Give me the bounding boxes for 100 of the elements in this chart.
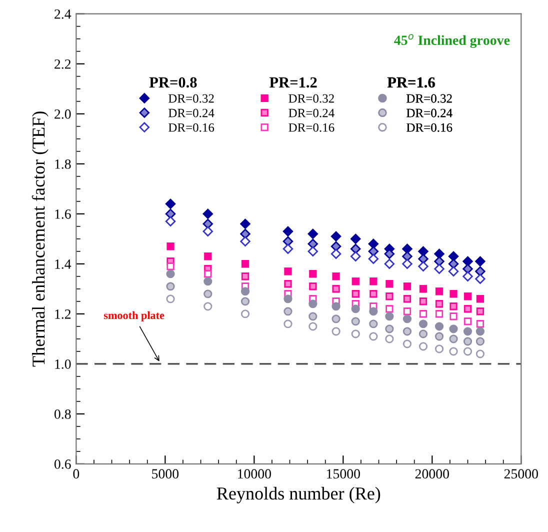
point <box>308 246 318 256</box>
point <box>450 290 458 298</box>
point <box>463 337 472 346</box>
point <box>418 246 428 256</box>
y-tick-label: 2.2 <box>54 59 71 69</box>
y-tick-label: 1.0 <box>55 359 71 369</box>
point <box>475 274 486 284</box>
y-tick-label: 1.2 <box>55 310 71 319</box>
point <box>385 324 394 334</box>
point <box>385 312 394 321</box>
point <box>240 287 250 296</box>
point <box>418 342 428 351</box>
point <box>332 327 340 336</box>
point <box>449 324 458 334</box>
point <box>332 302 340 311</box>
point <box>284 280 292 288</box>
x-tick-label: 25000 <box>504 469 538 479</box>
point <box>350 244 361 254</box>
point <box>419 285 428 293</box>
point <box>369 307 378 316</box>
legend-label: DR=0.24 <box>288 108 334 118</box>
point <box>403 282 412 290</box>
point <box>330 231 342 242</box>
point <box>475 266 486 276</box>
x-tick-label: 5000 <box>152 469 179 479</box>
point <box>418 261 428 272</box>
point <box>463 327 472 336</box>
point <box>434 264 444 274</box>
ref-line-label: smooth plate <box>104 311 164 322</box>
x-tick-label: 0 <box>73 469 80 479</box>
point <box>204 302 212 311</box>
point <box>403 295 412 303</box>
point <box>464 292 472 300</box>
legend-label: DR=0.24 <box>168 108 214 118</box>
x-axis-title: Reynolds number (Re) <box>216 486 380 504</box>
legend-label: DR=0.16 <box>406 123 452 132</box>
point <box>166 294 175 304</box>
point <box>204 277 212 286</box>
legend-label: DR=0.32 <box>168 94 214 103</box>
point <box>330 248 342 259</box>
point <box>448 266 459 276</box>
legend-label: DR=0.32 <box>406 94 452 103</box>
legend-label: DR=0.24 <box>406 108 452 118</box>
point <box>462 264 473 274</box>
point <box>434 322 444 331</box>
point <box>370 290 378 298</box>
point <box>435 288 444 296</box>
point <box>462 256 473 266</box>
legend-label: DR=0.16 <box>288 123 334 132</box>
point <box>402 340 412 348</box>
point <box>434 332 444 341</box>
y-tick-label: 1.4 <box>55 260 72 269</box>
point <box>166 282 175 291</box>
point <box>204 270 212 278</box>
point <box>418 254 428 264</box>
point <box>330 241 342 252</box>
point <box>448 251 459 262</box>
point <box>350 234 361 244</box>
point <box>241 272 250 280</box>
point <box>449 334 458 344</box>
annotation: PR=0.8 <box>149 77 197 88</box>
x-tick-label: 20000 <box>415 469 449 479</box>
legend-label: DR=0.32 <box>288 94 334 103</box>
point <box>386 280 394 288</box>
point <box>284 320 292 328</box>
point <box>402 244 412 254</box>
point <box>308 322 318 331</box>
point <box>476 350 485 358</box>
point <box>418 320 428 328</box>
point <box>240 297 250 306</box>
point <box>368 254 379 264</box>
annotation: PR=1.6 <box>387 77 435 88</box>
point <box>202 226 213 236</box>
point <box>202 208 213 219</box>
point <box>369 332 378 341</box>
point <box>204 252 212 260</box>
point <box>308 300 318 308</box>
legend-label: DR=0.16 <box>168 123 214 132</box>
point <box>386 305 394 313</box>
point <box>332 314 340 324</box>
point <box>449 347 458 356</box>
point <box>308 238 318 249</box>
point <box>476 327 485 336</box>
point <box>332 285 340 293</box>
point <box>309 270 317 278</box>
point <box>284 294 292 304</box>
point <box>450 312 458 320</box>
point <box>368 238 379 249</box>
point <box>464 305 472 313</box>
point <box>308 312 318 321</box>
point <box>332 272 340 280</box>
point <box>402 327 412 336</box>
point <box>475 256 486 266</box>
point <box>352 278 360 286</box>
point <box>385 334 394 344</box>
point <box>284 268 292 276</box>
point <box>368 246 379 256</box>
point <box>351 330 360 338</box>
point <box>241 260 250 268</box>
point <box>166 270 175 278</box>
